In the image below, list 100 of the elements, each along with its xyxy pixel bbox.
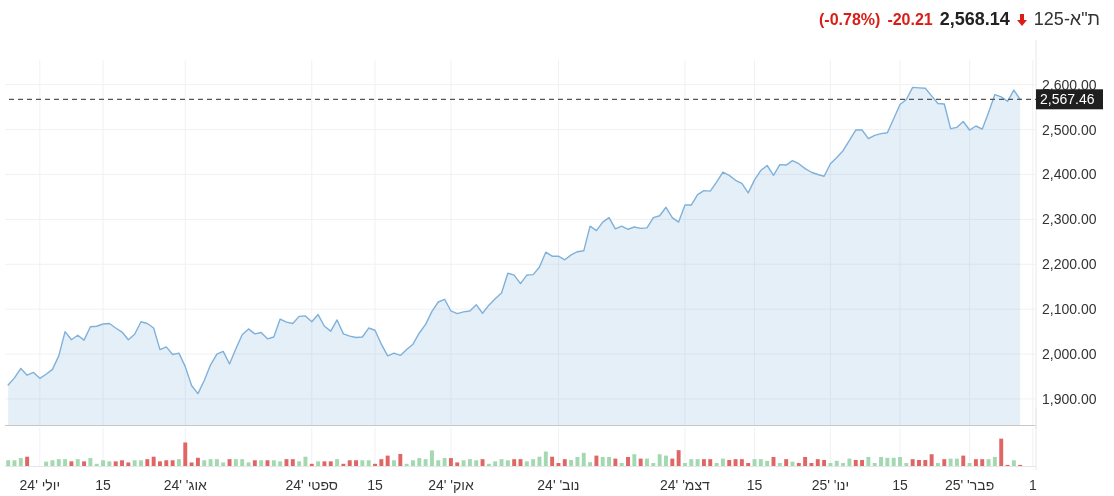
bar	[88, 458, 93, 466]
bar	[822, 459, 827, 466]
bar	[25, 456, 30, 466]
bar	[701, 459, 706, 466]
bar	[113, 461, 118, 466]
bar	[448, 458, 453, 466]
bar	[278, 461, 283, 466]
y-tick-label: 2,400.00	[1042, 166, 1097, 183]
bar	[6, 460, 11, 466]
bar	[866, 456, 871, 466]
bar	[562, 459, 567, 466]
bar	[151, 456, 156, 466]
bar	[619, 462, 624, 466]
y-tick-label: 2,500.00	[1042, 121, 1097, 138]
bar	[708, 459, 713, 466]
bar	[638, 458, 643, 466]
bar	[834, 460, 839, 466]
bar	[176, 459, 181, 466]
bar	[600, 456, 605, 466]
bar	[524, 461, 529, 466]
bar	[689, 459, 694, 466]
x-tick-label: ינו' '25	[811, 477, 850, 493]
bar	[214, 459, 219, 466]
bar	[170, 460, 175, 466]
bar	[714, 462, 719, 466]
bar	[398, 453, 403, 466]
bar	[18, 458, 23, 466]
bar	[973, 459, 978, 466]
bar	[645, 458, 649, 466]
bar	[531, 459, 536, 466]
bar	[581, 452, 586, 466]
y-tick-label: 2,300.00	[1042, 211, 1097, 228]
x-tick-label: 15	[367, 477, 384, 493]
bar	[474, 460, 479, 466]
bar	[240, 459, 245, 466]
bar	[923, 459, 928, 466]
bar	[657, 454, 662, 466]
bar	[809, 462, 814, 466]
bar	[455, 462, 460, 466]
bar	[423, 459, 428, 466]
x-tick-label: יולי '24	[19, 477, 61, 493]
bar	[632, 454, 637, 466]
bar	[758, 459, 763, 466]
bar	[467, 459, 472, 466]
bar	[803, 456, 808, 466]
x-tick-label: נוב' '24	[537, 477, 580, 493]
x-tick-label: 15	[95, 477, 112, 493]
bar	[75, 459, 80, 466]
bar	[429, 450, 434, 466]
bar	[936, 462, 940, 466]
bar	[252, 460, 257, 466]
bar	[992, 456, 997, 466]
bar	[695, 459, 700, 466]
bar	[493, 461, 498, 466]
x-tick-label: 15	[746, 477, 763, 493]
bar	[1011, 460, 1016, 466]
bar	[588, 462, 593, 466]
bar	[607, 456, 612, 466]
bar	[44, 461, 49, 466]
bar	[328, 461, 333, 466]
bar	[303, 456, 308, 466]
bar	[853, 459, 858, 466]
bar	[126, 462, 131, 466]
bar	[954, 458, 959, 466]
bar	[505, 460, 510, 466]
y-tick-label: 1,900.00	[1042, 390, 1097, 407]
bar	[967, 462, 972, 466]
bar	[961, 455, 966, 466]
bar	[512, 459, 517, 466]
bar	[360, 460, 365, 466]
bar	[796, 462, 801, 466]
bar	[917, 459, 921, 466]
bar	[271, 460, 276, 466]
bar	[733, 459, 738, 466]
bar	[411, 460, 415, 466]
bar	[847, 458, 852, 466]
bar	[891, 457, 896, 466]
bar	[613, 458, 618, 466]
bar	[436, 460, 441, 466]
bar	[120, 460, 124, 466]
bar	[259, 460, 264, 466]
x-tick-label: 1	[1028, 477, 1037, 493]
bar	[910, 459, 915, 466]
text: (-0.78%)	[819, 10, 881, 29]
bar	[739, 459, 744, 466]
bar	[720, 458, 725, 466]
bar	[898, 456, 902, 466]
bar	[682, 462, 687, 466]
bar	[594, 455, 599, 466]
bar	[82, 461, 87, 466]
bar	[63, 459, 68, 466]
bar	[335, 459, 340, 466]
bar	[101, 460, 105, 466]
bar	[132, 460, 137, 466]
bar	[107, 461, 112, 466]
chart-title: ת"א-125	[1033, 9, 1100, 30]
bar	[392, 460, 396, 466]
bar	[986, 459, 991, 466]
bar	[480, 459, 485, 466]
bar	[765, 460, 770, 466]
